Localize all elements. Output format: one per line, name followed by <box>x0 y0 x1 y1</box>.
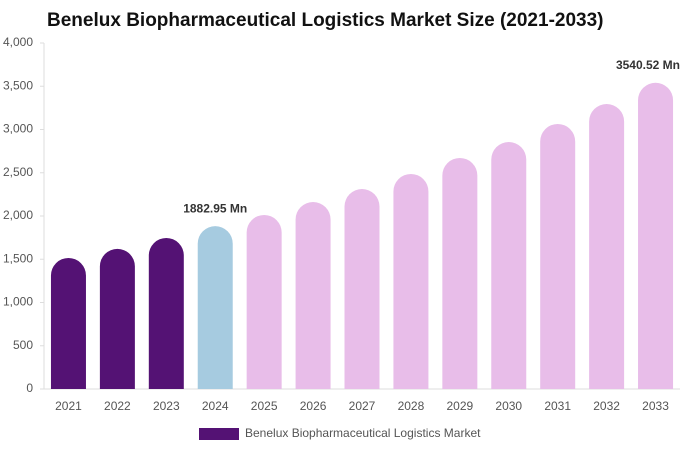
bar <box>540 123 576 390</box>
x-tick-label: 2032 <box>593 399 620 413</box>
bar <box>246 214 282 389</box>
bar <box>491 142 527 389</box>
x-tick-label: 2022 <box>104 399 131 413</box>
bar <box>638 82 674 389</box>
bar <box>99 248 135 389</box>
y-tick-label: 3,000 <box>3 122 33 136</box>
x-tick-label: 2033 <box>642 399 669 413</box>
x-tick-label: 2021 <box>55 399 82 413</box>
x-tick-label: 2025 <box>251 399 278 413</box>
y-tick-label: 1,000 <box>3 295 33 309</box>
y-tick-label: 2,000 <box>3 208 33 222</box>
y-tick-label: 500 <box>13 338 33 352</box>
x-tick-label: 2028 <box>398 399 425 413</box>
y-tick-label: 4,000 <box>3 35 33 49</box>
bar <box>589 103 625 390</box>
x-tick-label: 2029 <box>446 399 473 413</box>
value-label: 1882.95 Mn <box>183 201 247 215</box>
y-tick-label: 1,500 <box>3 251 33 265</box>
bar <box>197 226 233 389</box>
bar <box>344 189 380 389</box>
bar <box>442 157 478 389</box>
y-tick-label: 3,500 <box>3 78 33 92</box>
x-tick-label: 2024 <box>202 399 229 413</box>
x-tick-label: 2027 <box>349 399 376 413</box>
legend-swatch <box>199 428 239 440</box>
bar <box>50 257 86 389</box>
y-tick-label: 2,500 <box>3 165 33 179</box>
legend-label: Benelux Biopharmaceutical Logistics Mark… <box>245 426 481 440</box>
x-tick-label: 2023 <box>153 399 180 413</box>
chart-title: Benelux Biopharmaceutical Logistics Mark… <box>47 10 604 31</box>
x-tick-label: 2030 <box>495 399 522 413</box>
bar <box>148 237 184 389</box>
bar <box>393 173 429 389</box>
x-tick-label: 2026 <box>300 399 327 413</box>
value-label: 3540.52 Mn <box>616 58 680 72</box>
y-tick-label: 0 <box>26 381 33 395</box>
x-tick-label: 2031 <box>544 399 571 413</box>
bar <box>295 201 331 389</box>
